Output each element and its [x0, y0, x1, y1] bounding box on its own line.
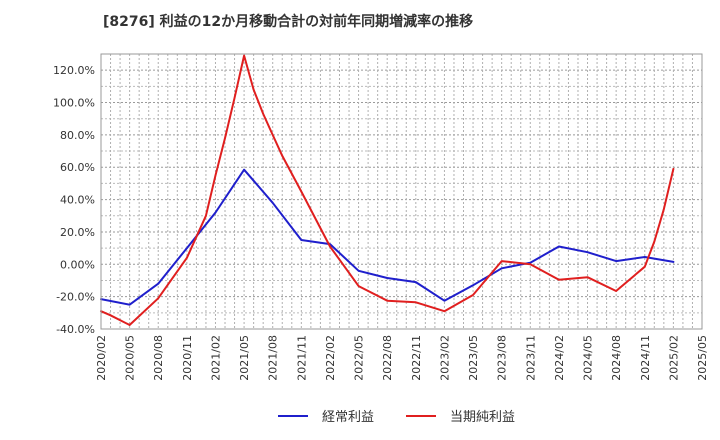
- x-axis: 2020/02 2020/05 2020/08 2020/11 2021/02 2021/…: [95, 335, 709, 381]
- x-tick-label: 2020/05: [124, 335, 137, 381]
- x-tick-label: 2023/11: [524, 335, 537, 381]
- legend-label-0: 経常利益: [322, 410, 374, 425]
- y-tick-label: 80.0%: [60, 129, 95, 142]
- series-layer: [100, 54, 675, 326]
- series-line-1: [100, 54, 675, 326]
- x-tick-label: 2021/08: [267, 335, 280, 381]
- y-tick-label: 120.0%: [53, 64, 95, 77]
- y-tick-label: 100.0%: [53, 97, 95, 110]
- x-tick-label: 2023/05: [467, 335, 480, 381]
- x-tick-label: 2020/08: [152, 335, 165, 381]
- legend-label-1: 当期純利益: [450, 410, 515, 425]
- series-line-0: [100, 168, 675, 306]
- chart-title: [8276] 利益の12か月移動合計の対前年同期増減率の推移: [103, 13, 473, 30]
- x-tick-label: 2024/05: [582, 335, 595, 381]
- x-tick-label: 2024/11: [639, 335, 652, 381]
- x-tick-label: 2025/05: [696, 335, 709, 381]
- x-tick-label: 2023/02: [438, 335, 451, 381]
- x-tick-label: 2022/11: [410, 335, 423, 381]
- plot-frame: [100, 53, 703, 330]
- x-tick-label: 2022/02: [324, 335, 337, 381]
- x-tick-label: 2023/08: [496, 335, 509, 381]
- legend: 経常利益 当期純利益: [278, 410, 515, 425]
- x-tick-label: 2024/08: [610, 335, 623, 381]
- grid: [100, 54, 703, 330]
- x-tick-label: 2021/05: [238, 335, 251, 381]
- x-tick-label: 2020/11: [181, 335, 194, 381]
- x-tick-label: 2021/02: [209, 335, 222, 381]
- x-tick-label: 2024/02: [553, 335, 566, 381]
- y-tick-label: 0.00%: [60, 258, 95, 271]
- y-tick-label: -20.0%: [56, 291, 95, 304]
- y-tick-label: -40.0%: [56, 323, 95, 336]
- y-axis: -40.0% -20.0% 0.00% 20.0% 40.0% 60.0% 80.0% 100…: [53, 64, 95, 336]
- x-tick-label: 2022/08: [381, 335, 394, 381]
- x-tick-label: 2025/02: [667, 335, 680, 381]
- x-tick-label: 2022/05: [353, 335, 366, 381]
- x-tick-label: 2020/02: [95, 335, 108, 381]
- y-tick-label: 60.0%: [60, 161, 95, 174]
- y-tick-label: 40.0%: [60, 194, 95, 207]
- x-tick-label: 2021/11: [295, 335, 308, 381]
- y-tick-label: 20.0%: [60, 226, 95, 239]
